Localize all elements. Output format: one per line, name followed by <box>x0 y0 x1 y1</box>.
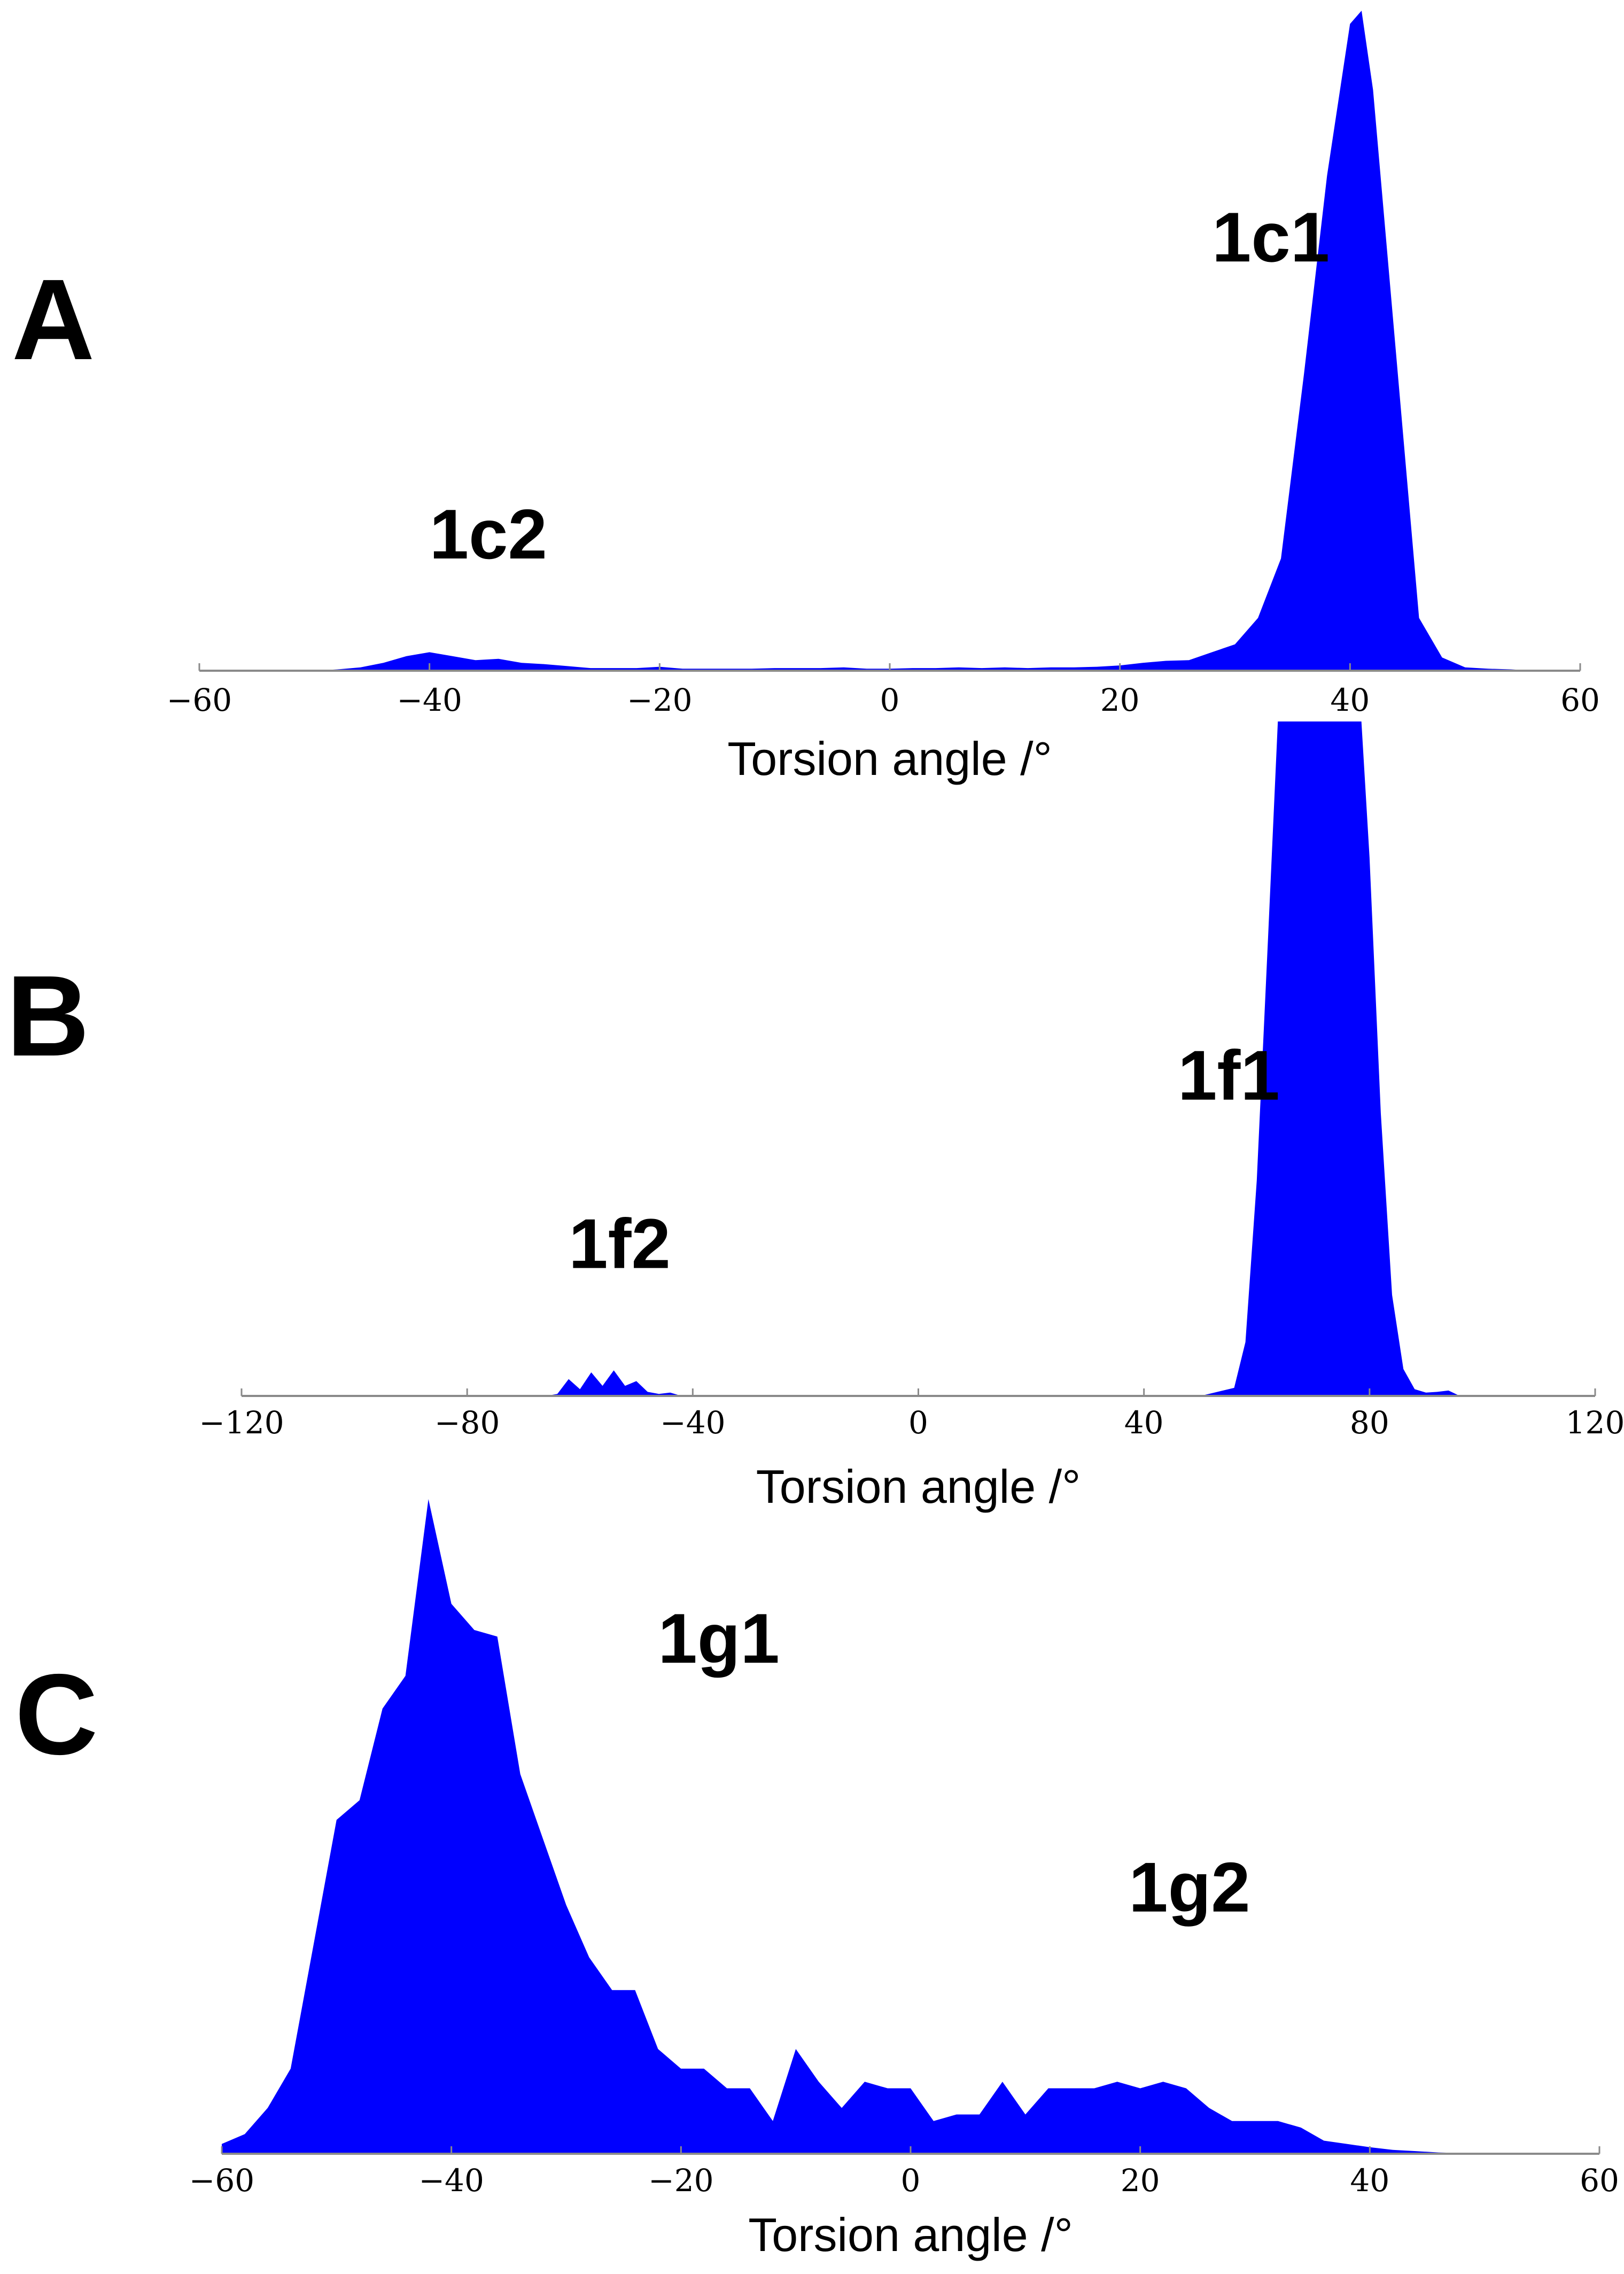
peak-label-1g1: 1g1 <box>658 1599 779 1678</box>
peak-label-1f2: 1f2 <box>569 1205 671 1283</box>
x-tick-label: 60 <box>1560 682 1600 718</box>
panel-letter: C <box>15 1650 98 1779</box>
panel-c: −60 −40 −20 0 20 40 60 Torsion angle /° C 1g1 1g2 <box>15 1499 1619 2261</box>
x-tick-label: 60 <box>1580 2162 1619 2199</box>
panel-letter: B <box>6 951 89 1080</box>
area-series-distribution <box>242 721 1595 1396</box>
x-axis-title: Torsion angle /° <box>756 1460 1081 1513</box>
x-tick-label: −60 <box>189 2162 254 2199</box>
x-tick-label: −120 <box>199 1404 284 1441</box>
x-tick-label: 80 <box>1350 1404 1389 1441</box>
x-tick-label: 0 <box>880 682 900 718</box>
x-tick-label: 120 <box>1566 1404 1624 1441</box>
x-tick-label: −40 <box>418 2162 484 2199</box>
x-tick-label: −40 <box>660 1404 725 1441</box>
peak-label-1f1: 1f1 <box>1178 1036 1280 1115</box>
x-tick-label: 20 <box>1100 682 1140 718</box>
x-tick-label: 40 <box>1350 2162 1389 2199</box>
x-tick-label: 0 <box>908 1404 928 1441</box>
x-tick-label: −20 <box>648 2162 713 2199</box>
peak-label-1c1: 1c1 <box>1212 198 1330 276</box>
panel-a: −60 −40 −20 0 20 40 60 Torsion angle /° A 1c1 1c2 <box>12 11 1600 785</box>
panel-b: −120 −80 −40 0 40 80 120 Torsion angle /° B 1f1 1f… <box>6 721 1624 1513</box>
x-axis-title: Torsion angle /° <box>748 2208 1073 2261</box>
peak-label-1c2: 1c2 <box>430 495 547 573</box>
x-axis-title: Torsion angle /° <box>727 732 1052 785</box>
peak-label-1g2: 1g2 <box>1129 1848 1250 1927</box>
x-tick-label: −80 <box>434 1404 500 1441</box>
x-tick-label: 20 <box>1121 2162 1160 2199</box>
area-series-distribution <box>222 1499 1599 2154</box>
panel-letter: A <box>12 255 95 384</box>
x-tick-label: −60 <box>167 682 232 718</box>
x-tick-label: 0 <box>901 2162 921 2199</box>
x-tick-label: 40 <box>1330 682 1370 718</box>
x-tick-label: −20 <box>627 682 692 718</box>
x-tick-label: 40 <box>1124 1404 1164 1441</box>
x-tick-label: −40 <box>397 682 462 718</box>
